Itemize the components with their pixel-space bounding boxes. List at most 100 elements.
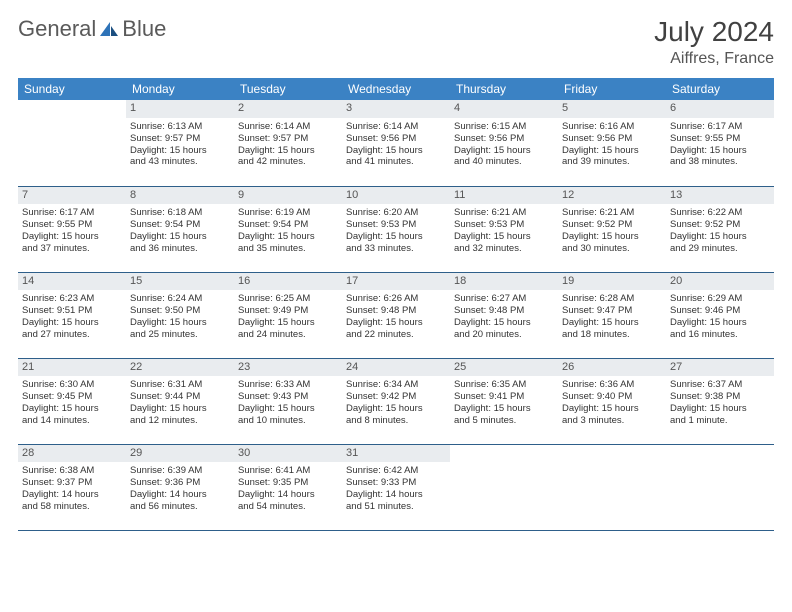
day-number: 10: [342, 187, 450, 205]
sail-icon: [98, 20, 120, 38]
calendar-week: 28Sunrise: 6:38 AMSunset: 9:37 PMDayligh…: [18, 444, 774, 530]
title-block: July 2024 Aiffres, France: [654, 16, 774, 68]
sunset-text: Sunset: 9:52 PM: [670, 219, 770, 231]
day-number: 26: [558, 359, 666, 377]
daylight-text-1: Daylight: 15 hours: [130, 145, 230, 157]
sunrise-text: Sunrise: 6:25 AM: [238, 293, 338, 305]
sunset-text: Sunset: 9:55 PM: [670, 133, 770, 145]
calendar-cell: 1Sunrise: 6:13 AMSunset: 9:57 PMDaylight…: [126, 100, 234, 186]
sunset-text: Sunset: 9:44 PM: [130, 391, 230, 403]
day-number: 23: [234, 359, 342, 377]
daylight-text-2: and 3 minutes.: [562, 415, 662, 427]
daylight-text-1: Daylight: 15 hours: [670, 231, 770, 243]
day-body: Sunrise: 6:17 AMSunset: 9:55 PMDaylight:…: [18, 204, 126, 257]
sunrise-text: Sunrise: 6:26 AM: [346, 293, 446, 305]
daylight-text-1: Daylight: 15 hours: [130, 231, 230, 243]
day-body: Sunrise: 6:21 AMSunset: 9:52 PMDaylight:…: [558, 204, 666, 257]
daylight-text-1: Daylight: 15 hours: [562, 231, 662, 243]
day-body: Sunrise: 6:30 AMSunset: 9:45 PMDaylight:…: [18, 376, 126, 429]
day-number: 12: [558, 187, 666, 205]
sunset-text: Sunset: 9:49 PM: [238, 305, 338, 317]
day-number: 17: [342, 273, 450, 291]
sunrise-text: Sunrise: 6:29 AM: [670, 293, 770, 305]
daylight-text-1: Daylight: 15 hours: [562, 403, 662, 415]
sunrise-text: Sunrise: 6:39 AM: [130, 465, 230, 477]
day-body: Sunrise: 6:39 AMSunset: 9:36 PMDaylight:…: [126, 462, 234, 515]
daylight-text-1: Daylight: 14 hours: [238, 489, 338, 501]
daylight-text-1: Daylight: 14 hours: [346, 489, 446, 501]
sunrise-text: Sunrise: 6:35 AM: [454, 379, 554, 391]
daylight-text-2: and 16 minutes.: [670, 329, 770, 341]
day-body: Sunrise: 6:22 AMSunset: 9:52 PMDaylight:…: [666, 204, 774, 257]
day-body: Sunrise: 6:25 AMSunset: 9:49 PMDaylight:…: [234, 290, 342, 343]
daylight-text-1: Daylight: 15 hours: [238, 403, 338, 415]
daylight-text-2: and 14 minutes.: [22, 415, 122, 427]
sunrise-text: Sunrise: 6:38 AM: [22, 465, 122, 477]
daylight-text-2: and 58 minutes.: [22, 501, 122, 513]
sunset-text: Sunset: 9:56 PM: [562, 133, 662, 145]
weekday-header: Monday: [126, 78, 234, 100]
calendar-cell: 22Sunrise: 6:31 AMSunset: 9:44 PMDayligh…: [126, 358, 234, 444]
day-body: Sunrise: 6:23 AMSunset: 9:51 PMDaylight:…: [18, 290, 126, 343]
weekday-header: Sunday: [18, 78, 126, 100]
daylight-text-2: and 40 minutes.: [454, 156, 554, 168]
calendar-cell: 17Sunrise: 6:26 AMSunset: 9:48 PMDayligh…: [342, 272, 450, 358]
day-number: 25: [450, 359, 558, 377]
sunrise-text: Sunrise: 6:37 AM: [670, 379, 770, 391]
sunrise-text: Sunrise: 6:41 AM: [238, 465, 338, 477]
sunrise-text: Sunrise: 6:23 AM: [22, 293, 122, 305]
daylight-text-1: Daylight: 15 hours: [22, 403, 122, 415]
day-number: 2: [234, 100, 342, 118]
sunset-text: Sunset: 9:53 PM: [346, 219, 446, 231]
calendar-cell: 30Sunrise: 6:41 AMSunset: 9:35 PMDayligh…: [234, 444, 342, 530]
daylight-text-1: Daylight: 15 hours: [346, 231, 446, 243]
day-number: 27: [666, 359, 774, 377]
daylight-text-1: Daylight: 15 hours: [346, 403, 446, 415]
daylight-text-1: Daylight: 14 hours: [130, 489, 230, 501]
daylight-text-1: Daylight: 15 hours: [130, 317, 230, 329]
day-number: 5: [558, 100, 666, 118]
sunrise-text: Sunrise: 6:17 AM: [22, 207, 122, 219]
weekday-header: Tuesday: [234, 78, 342, 100]
calendar-cell: 9Sunrise: 6:19 AMSunset: 9:54 PMDaylight…: [234, 186, 342, 272]
daylight-text-2: and 36 minutes.: [130, 243, 230, 255]
sunrise-text: Sunrise: 6:18 AM: [130, 207, 230, 219]
calendar-cell: 4Sunrise: 6:15 AMSunset: 9:56 PMDaylight…: [450, 100, 558, 186]
sunrise-text: Sunrise: 6:20 AM: [346, 207, 446, 219]
daylight-text-1: Daylight: 15 hours: [238, 317, 338, 329]
day-number: 19: [558, 273, 666, 291]
day-number: 7: [18, 187, 126, 205]
daylight-text-2: and 22 minutes.: [346, 329, 446, 341]
daylight-text-1: Daylight: 15 hours: [238, 145, 338, 157]
sunrise-text: Sunrise: 6:13 AM: [130, 121, 230, 133]
day-body: Sunrise: 6:27 AMSunset: 9:48 PMDaylight:…: [450, 290, 558, 343]
sunset-text: Sunset: 9:37 PM: [22, 477, 122, 489]
weekday-row: SundayMondayTuesdayWednesdayThursdayFrid…: [18, 78, 774, 100]
day-body: Sunrise: 6:14 AMSunset: 9:56 PMDaylight:…: [342, 118, 450, 171]
sunset-text: Sunset: 9:56 PM: [346, 133, 446, 145]
day-number: 6: [666, 100, 774, 118]
sunset-text: Sunset: 9:45 PM: [22, 391, 122, 403]
sunset-text: Sunset: 9:52 PM: [562, 219, 662, 231]
sunrise-text: Sunrise: 6:15 AM: [454, 121, 554, 133]
day-body: Sunrise: 6:14 AMSunset: 9:57 PMDaylight:…: [234, 118, 342, 171]
daylight-text-1: Daylight: 15 hours: [454, 317, 554, 329]
day-number: 16: [234, 273, 342, 291]
weekday-header: Friday: [558, 78, 666, 100]
daylight-text-1: Daylight: 15 hours: [238, 231, 338, 243]
sunset-text: Sunset: 9:48 PM: [454, 305, 554, 317]
sunrise-text: Sunrise: 6:42 AM: [346, 465, 446, 477]
sunrise-text: Sunrise: 6:16 AM: [562, 121, 662, 133]
day-number: 15: [126, 273, 234, 291]
sunset-text: Sunset: 9:47 PM: [562, 305, 662, 317]
sunset-text: Sunset: 9:36 PM: [130, 477, 230, 489]
calendar-cell: 23Sunrise: 6:33 AMSunset: 9:43 PMDayligh…: [234, 358, 342, 444]
day-number: 1: [126, 100, 234, 118]
calendar-cell: 10 Sunrise: 6:20 AMSunset: 9:53 PMDayligh…: [342, 186, 450, 272]
calendar-week: 1Sunrise: 6:13 AMSunset: 9:57 PMDaylight…: [18, 100, 774, 186]
calendar-cell: 15Sunrise: 6:24 AMSunset: 9:50 PMDayligh…: [126, 272, 234, 358]
daylight-text-2: and 5 minutes.: [454, 415, 554, 427]
weekday-header: Thursday: [450, 78, 558, 100]
sunrise-text: Sunrise: 6:31 AM: [130, 379, 230, 391]
sunset-text: Sunset: 9:46 PM: [670, 305, 770, 317]
